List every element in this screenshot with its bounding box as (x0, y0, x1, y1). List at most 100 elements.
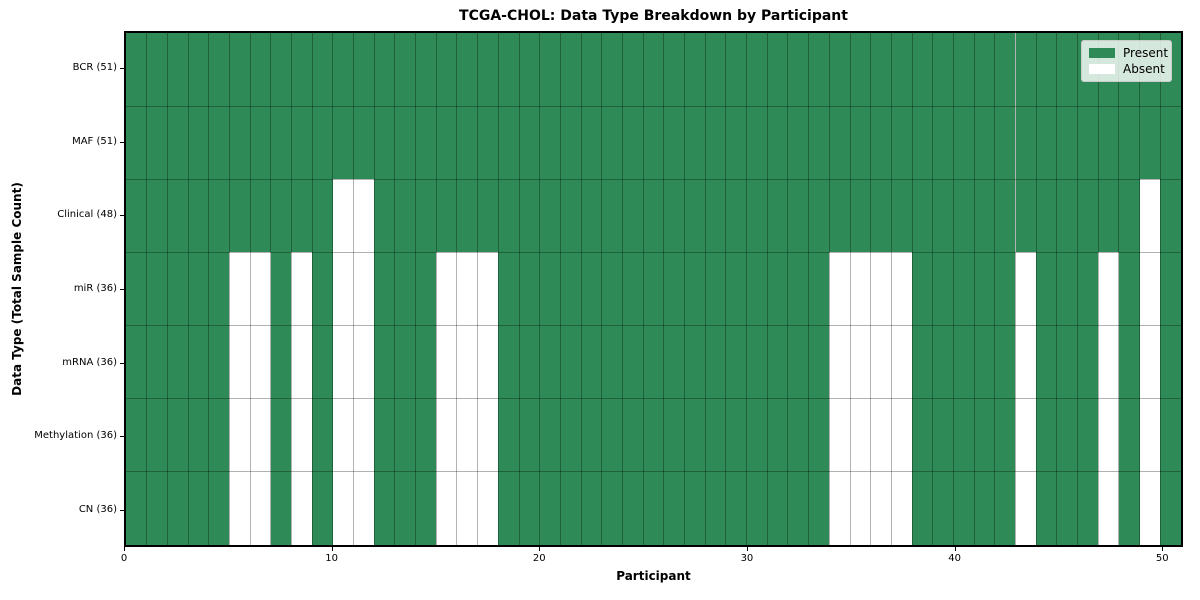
heatmap-cell (436, 325, 457, 399)
heatmap-cell (994, 471, 1016, 545)
heatmap-cell (850, 33, 871, 107)
heatmap-cell (415, 106, 437, 180)
heatmap-cell (374, 252, 395, 326)
heatmap-cell (994, 398, 1016, 472)
heatmap-cell (436, 471, 457, 545)
heatmap-cell (539, 33, 561, 107)
vertical-gridline (228, 33, 230, 545)
horizontal-gridline (126, 251, 1181, 253)
absent-swatch (1089, 64, 1115, 74)
heatmap-cell (994, 325, 1016, 399)
heatmap-cell (332, 325, 354, 399)
vertical-gridline (1097, 33, 1099, 545)
heatmap-cell (1015, 33, 1037, 107)
heatmap-cell (787, 325, 809, 399)
heatmap-cell (539, 106, 561, 180)
heatmap-cell (456, 106, 478, 180)
heatmap-cell (808, 471, 830, 545)
heatmap-cell (1098, 325, 1119, 399)
heatmap-cell (870, 33, 892, 107)
heatmap-cell (498, 179, 520, 253)
heatmap-cell (767, 252, 788, 326)
y-tick-label: BCR (51) (72, 61, 117, 73)
heatmap-cell (270, 398, 292, 472)
heatmap-cell (953, 471, 975, 545)
heatmap-cell (705, 325, 726, 399)
heatmap-cell (891, 33, 913, 107)
vertical-gridline (539, 33, 541, 545)
heatmap-cell (746, 179, 768, 253)
heatmap-cell (622, 325, 644, 399)
heatmap-cell (808, 33, 830, 107)
heatmap-cell (250, 33, 271, 107)
heatmap-cell (1139, 106, 1161, 180)
heatmap-cell (229, 33, 251, 107)
heatmap-cell (1036, 398, 1057, 472)
heatmap-cell (498, 398, 520, 472)
heatmap-cell (477, 325, 499, 399)
heatmap-cell (250, 398, 271, 472)
vertical-gridline (766, 33, 768, 545)
heatmap-cell (208, 179, 230, 253)
heatmap-cell (953, 398, 975, 472)
heatmap-cell (663, 252, 685, 326)
heatmap-cell (539, 471, 561, 545)
heatmap-cell (146, 106, 168, 180)
heatmap-cell (684, 471, 706, 545)
present-swatch (1089, 48, 1115, 58)
heatmap-cell (953, 179, 975, 253)
heatmap-cell (1036, 471, 1057, 545)
heatmap-cell (622, 252, 644, 326)
legend-label-absent: Absent (1123, 62, 1165, 76)
heatmap-cell (560, 325, 582, 399)
heatmap-cell (1015, 106, 1037, 180)
vertical-gridline (994, 33, 996, 545)
heatmap-cell (436, 106, 457, 180)
vertical-gridline (725, 33, 727, 545)
heatmap-cell (622, 398, 644, 472)
heatmap-cell (332, 33, 354, 107)
vertical-gridline (684, 33, 686, 545)
heatmap-cell (912, 252, 933, 326)
y-tick-label: MAF (51) (72, 135, 117, 147)
heatmap-cell (353, 325, 375, 399)
heatmap-cell (477, 398, 499, 472)
heatmap-cell (891, 106, 913, 180)
y-tick-label: mRNA (36) (62, 356, 117, 368)
heatmap-cell (829, 252, 850, 326)
heatmap-cell (208, 106, 230, 180)
heatmap-cell (932, 179, 954, 253)
heatmap-cell (932, 106, 954, 180)
heatmap-cell (1098, 471, 1119, 545)
vertical-gridline (373, 33, 375, 545)
heatmap-cell (519, 398, 540, 472)
heatmap-cell (1160, 471, 1181, 545)
heatmap-cell (146, 179, 168, 253)
heatmap-cell (167, 398, 189, 472)
heatmap-cell (1077, 398, 1099, 472)
heatmap-cell (808, 252, 830, 326)
x-tick-label: 0 (120, 553, 128, 564)
vertical-gridline (870, 33, 872, 545)
heatmap-cell (725, 471, 747, 545)
vertical-gridline (1077, 33, 1079, 545)
heatmap-cell (312, 179, 333, 253)
heatmap-cell (374, 325, 395, 399)
heatmap-cell (953, 252, 975, 326)
heatmap-cell (684, 106, 706, 180)
heatmap-cell (684, 398, 706, 472)
vertical-gridline (787, 33, 789, 545)
x-tick-label: 20 (532, 553, 546, 564)
vertical-gridline (311, 33, 313, 545)
vertical-gridline (911, 33, 913, 545)
heatmap-cell (974, 33, 995, 107)
heatmap-cell (374, 106, 395, 180)
heatmap-cell (477, 106, 499, 180)
heatmap-cell (1056, 33, 1078, 107)
heatmap-cell (767, 325, 788, 399)
heatmap-cell (146, 33, 168, 107)
heatmap-cell (291, 398, 313, 472)
heatmap-cell (1036, 252, 1057, 326)
heatmap-cell (1077, 252, 1099, 326)
y-tick-mark (120, 510, 124, 512)
